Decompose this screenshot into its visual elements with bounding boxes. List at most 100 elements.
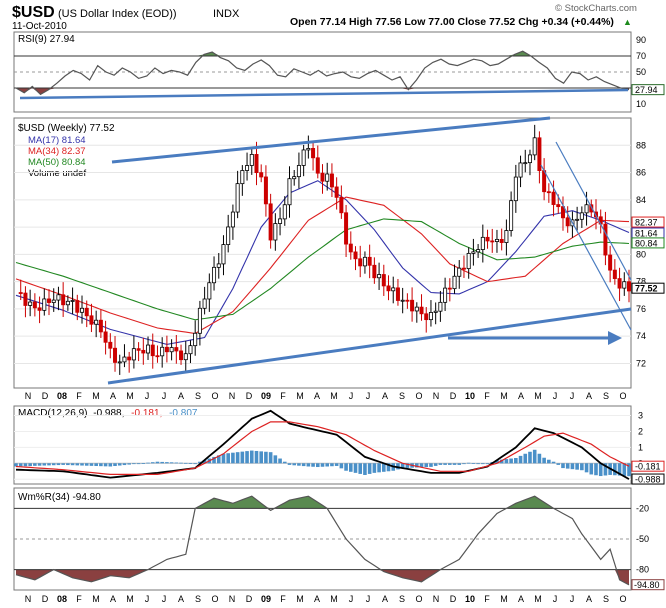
macd-hist-bar (433, 463, 438, 466)
macd-hist-bar (80, 463, 84, 466)
x-tick-label: A (178, 391, 184, 401)
price-candle (362, 251, 367, 274)
price-candle (334, 177, 339, 210)
candle-body (207, 282, 212, 300)
x-tick-label: N (25, 594, 32, 604)
x-tick-label: O (415, 391, 422, 401)
candle-body (579, 212, 584, 220)
candle-body (141, 349, 146, 354)
x-tick-label: J (570, 391, 575, 401)
macd-hist-bar (315, 463, 320, 468)
x-tick-label: A (110, 391, 116, 401)
price-candle (447, 278, 452, 302)
price-candle (230, 204, 235, 240)
chart-symbol: $USD (12, 4, 55, 21)
macd-hist-value: -0.807 (169, 408, 198, 419)
price-candle (513, 164, 518, 213)
macd-hist-bar (509, 458, 513, 464)
price-candle (381, 264, 386, 296)
macd-hist-bar (339, 463, 344, 469)
candle-body (362, 256, 367, 267)
candle-body (452, 275, 457, 290)
macd-hist-bar (476, 463, 480, 465)
candle-body (410, 299, 415, 312)
macd-title: MACD(12,26,9) -0.988, -0.181, -0.807 (18, 408, 198, 419)
macd-hist-bar (382, 463, 386, 472)
macd-hist-bar (179, 462, 183, 464)
macd-hist-bar (193, 463, 197, 465)
price-candle (136, 342, 141, 362)
macd-hist-bar (348, 463, 353, 472)
price-candle (235, 170, 240, 219)
lower-trendline (107, 307, 632, 385)
macd-hist-bar (47, 463, 51, 466)
price-candle (268, 193, 273, 249)
legend-ma34: MA(34) 82.37 (28, 146, 86, 157)
macd-hist-bar (565, 463, 570, 469)
candle-body (461, 267, 466, 270)
macd-line (15, 409, 630, 480)
x-tick-label: J (162, 391, 167, 401)
macd-hist-bar (108, 463, 113, 467)
price-candle (282, 196, 287, 226)
candle-body (84, 307, 89, 317)
price-candle (216, 253, 221, 279)
x-tick-label: J (366, 391, 371, 401)
macd-hist-bar (245, 451, 249, 464)
candle-body (315, 157, 320, 174)
candle-body (278, 218, 283, 224)
candle-body (551, 191, 556, 205)
x-tick-label: D (450, 594, 457, 604)
candle-body (589, 204, 594, 213)
candle-body (37, 307, 42, 311)
macd-hist-bar (249, 450, 254, 464)
price-candle (202, 286, 207, 315)
candle-body (546, 191, 551, 194)
x-tick-label: J (145, 391, 150, 401)
candle-body (471, 251, 476, 254)
macd-hist-bar (306, 463, 311, 467)
x-axis-bottom: N D 08 F M A M J J A S O N D 09 F M A M J J A S O N D 10 F M A M J J A S O (25, 594, 627, 604)
price-candle (499, 228, 504, 251)
price-candle (608, 245, 613, 283)
macd-hist-bar (94, 463, 98, 467)
candle-body (155, 355, 160, 358)
candle-body (438, 301, 443, 312)
rsi-tick-label: 10 (636, 99, 646, 109)
price-candle (169, 339, 174, 361)
x-tick-label: D (42, 594, 49, 604)
macd-hist-bar (561, 463, 565, 469)
price-candle (122, 344, 127, 368)
price-candle (32, 293, 37, 317)
x-tick-label: A (178, 594, 184, 604)
rsi-value-label: 27.94 (635, 85, 658, 95)
x-tick-label: D (450, 391, 457, 401)
x-tick-label: N (433, 594, 440, 604)
price-candle (259, 164, 264, 183)
x-tick-label: M (92, 391, 100, 401)
price-candle (164, 335, 169, 363)
x-tick-label: S (603, 391, 609, 401)
candle-body (108, 341, 113, 349)
price-candle (391, 276, 396, 304)
price-candle (551, 180, 556, 217)
candle-body (405, 299, 410, 302)
macd-hist-bar (127, 463, 131, 465)
candle-body (131, 348, 136, 361)
price-candle (476, 244, 481, 258)
x-tick-label: N (433, 391, 440, 401)
quote-up-arrow: ▲ (623, 17, 632, 27)
candle-body (80, 307, 85, 313)
price-candle (405, 293, 410, 309)
price-tick-label: 72 (636, 358, 646, 368)
macd-hist-bar (117, 463, 122, 466)
x-tick-label: A (314, 391, 320, 401)
macd-hist-bar (37, 463, 42, 466)
price-candle (504, 219, 509, 256)
candle-body (494, 238, 499, 242)
legend-ma50: MA(50) 80.84 (28, 157, 86, 168)
macd-hist-bar (495, 460, 499, 464)
wr-tick-label: -80 (636, 565, 649, 575)
macd-hist-bar (627, 463, 631, 477)
wr-title: Wm%R(34) -94.80 (18, 492, 101, 503)
